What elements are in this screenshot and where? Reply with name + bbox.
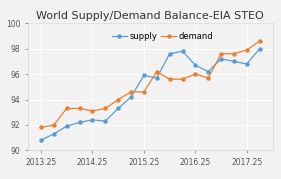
supply xyxy=(117,107,120,110)
supply xyxy=(65,125,68,127)
supply xyxy=(181,50,184,52)
demand xyxy=(129,91,133,93)
demand xyxy=(117,98,120,101)
demand xyxy=(258,40,261,42)
Title: World Supply/Demand Balance-EIA STEO: World Supply/Demand Balance-EIA STEO xyxy=(37,11,264,21)
demand xyxy=(155,71,158,73)
supply xyxy=(78,121,81,124)
supply xyxy=(142,74,146,76)
demand xyxy=(168,78,171,80)
Line: demand: demand xyxy=(39,40,261,129)
supply xyxy=(245,63,248,65)
supply xyxy=(129,96,133,98)
Legend: supply, demand: supply, demand xyxy=(108,29,217,44)
demand xyxy=(65,107,68,110)
demand xyxy=(207,77,210,79)
supply xyxy=(232,60,236,62)
demand xyxy=(52,124,56,126)
demand xyxy=(78,107,81,110)
supply xyxy=(52,133,56,135)
supply xyxy=(219,58,223,60)
supply xyxy=(207,71,210,73)
supply xyxy=(194,64,197,66)
demand xyxy=(39,126,43,129)
demand xyxy=(104,107,107,110)
demand xyxy=(181,78,184,80)
supply xyxy=(258,48,261,50)
Line: supply: supply xyxy=(39,47,261,142)
supply xyxy=(104,120,107,122)
demand xyxy=(142,91,146,93)
supply xyxy=(39,139,43,141)
demand xyxy=(91,110,94,112)
supply xyxy=(155,77,158,79)
supply xyxy=(168,53,171,55)
demand xyxy=(194,73,197,75)
demand xyxy=(232,53,236,55)
demand xyxy=(219,53,223,55)
supply xyxy=(91,119,94,121)
demand xyxy=(245,49,248,51)
